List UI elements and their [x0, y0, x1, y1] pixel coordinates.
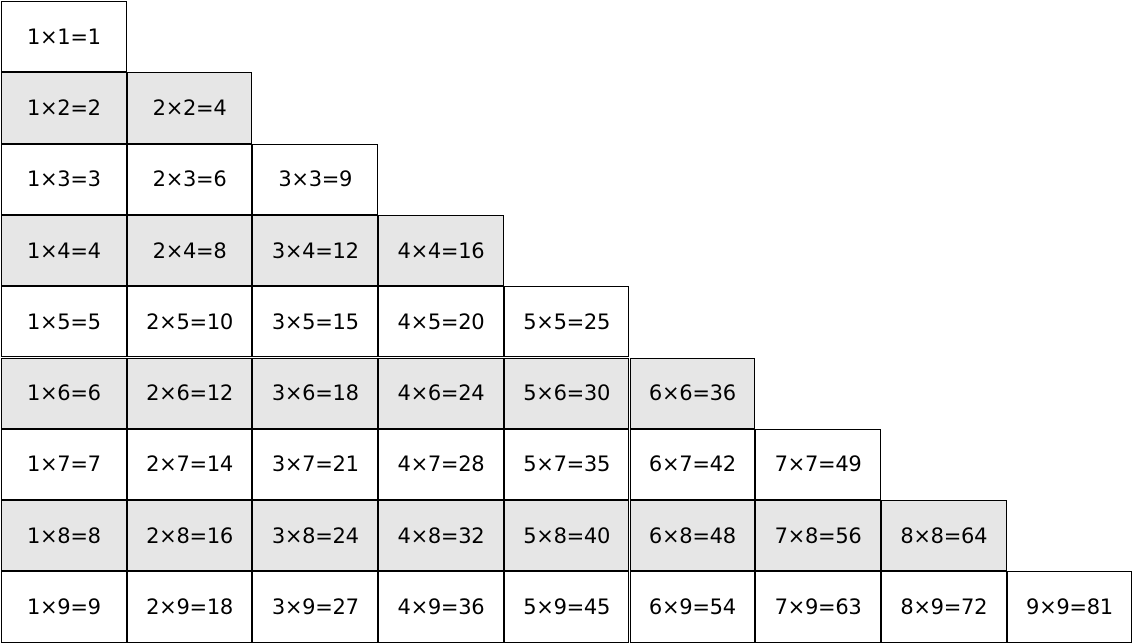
- table-row: 1×5=5 2×5=10 3×5=15 4×5=20 5×5=25: [1, 286, 630, 358]
- table-cell: 1×9=9: [1, 571, 127, 643]
- table-cell: 2×3=6: [126, 143, 253, 215]
- table-cell: 5×6=30: [503, 357, 630, 429]
- table-cell: 7×9=63: [755, 571, 881, 643]
- table-cell: 5×7=35: [503, 428, 630, 501]
- table-row: 1×9=9 2×9=18 3×9=27 4×9=36 5×9=45 6×9=54 7×9=6…: [1, 571, 1133, 643]
- table-cell: 2×9=18: [126, 571, 253, 643]
- table-cell: 3×6=18: [252, 357, 379, 429]
- table-cell: 5×8=40: [503, 500, 630, 572]
- table-cell: 2×6=12: [126, 357, 253, 429]
- table-cell: 2×7=14: [126, 428, 253, 501]
- table-cell: 2×8=16: [126, 500, 253, 572]
- table-row: 1×8=8 2×8=16 3×8=24 4×8=32 5×8=40 6×8=48 7×8=5…: [1, 500, 1007, 572]
- table-cell: 1×8=8: [1, 500, 127, 572]
- table-cell: 3×5=15: [252, 286, 379, 358]
- table-cell: 1×6=6: [1, 357, 127, 429]
- table-cell: 5×5=25: [503, 286, 630, 358]
- table-cell: 8×8=64: [880, 500, 1007, 572]
- table-cell: 8×9=72: [880, 571, 1007, 643]
- table-row: 1×3=3 2×3=6 3×3=9: [1, 143, 379, 215]
- table-row: 1×1=1: [1, 1, 127, 73]
- table-cell: 4×8=32: [378, 500, 504, 572]
- table-cell: 5×9=45: [503, 571, 630, 643]
- table-cell: 7×8=56: [755, 500, 881, 572]
- table-cell: 3×3=9: [252, 143, 379, 215]
- table-cell: 4×7=28: [378, 428, 504, 501]
- table-cell: 3×7=21: [252, 428, 379, 501]
- table-cell: 1×1=1: [1, 1, 127, 73]
- table-cell: 6×8=48: [629, 500, 756, 572]
- table-cell: 9×9=81: [1006, 571, 1133, 643]
- table-cell: 3×4=12: [252, 214, 379, 287]
- table-cell: 4×5=20: [378, 286, 504, 358]
- table-cell: 6×6=36: [629, 357, 756, 429]
- table-cell: 1×3=3: [1, 143, 127, 215]
- table-cell: 6×7=42: [629, 428, 756, 501]
- table-cell: 4×4=16: [378, 214, 504, 287]
- table-row: 1×6=6 2×6=12 3×6=18 4×6=24 5×6=30 6×6=36: [1, 357, 756, 429]
- table-cell: 6×9=54: [629, 571, 756, 643]
- table-row: 1×2=2 2×2=4: [1, 72, 253, 144]
- table-cell: 1×7=7: [1, 428, 127, 501]
- table-row: 1×7=7 2×7=14 3×7=21 4×7=28 5×7=35 6×7=42 7×7=4…: [1, 428, 881, 501]
- table-cell: 2×4=8: [126, 214, 253, 287]
- table-cell: 1×4=4: [1, 214, 127, 287]
- table-cell: 2×5=10: [126, 286, 253, 358]
- table-cell: 4×6=24: [378, 357, 504, 429]
- table-cell: 7×7=49: [755, 428, 881, 501]
- table-row: 1×4=4 2×4=8 3×4=12 4×4=16: [1, 214, 504, 287]
- table-cell: 2×2=4: [126, 72, 253, 144]
- table-cell: 4×9=36: [378, 571, 504, 643]
- table-cell: 1×2=2: [1, 72, 127, 144]
- table-cell: 3×9=27: [252, 571, 379, 643]
- table-cell: 3×8=24: [252, 500, 379, 572]
- table-cell: 1×5=5: [1, 286, 127, 358]
